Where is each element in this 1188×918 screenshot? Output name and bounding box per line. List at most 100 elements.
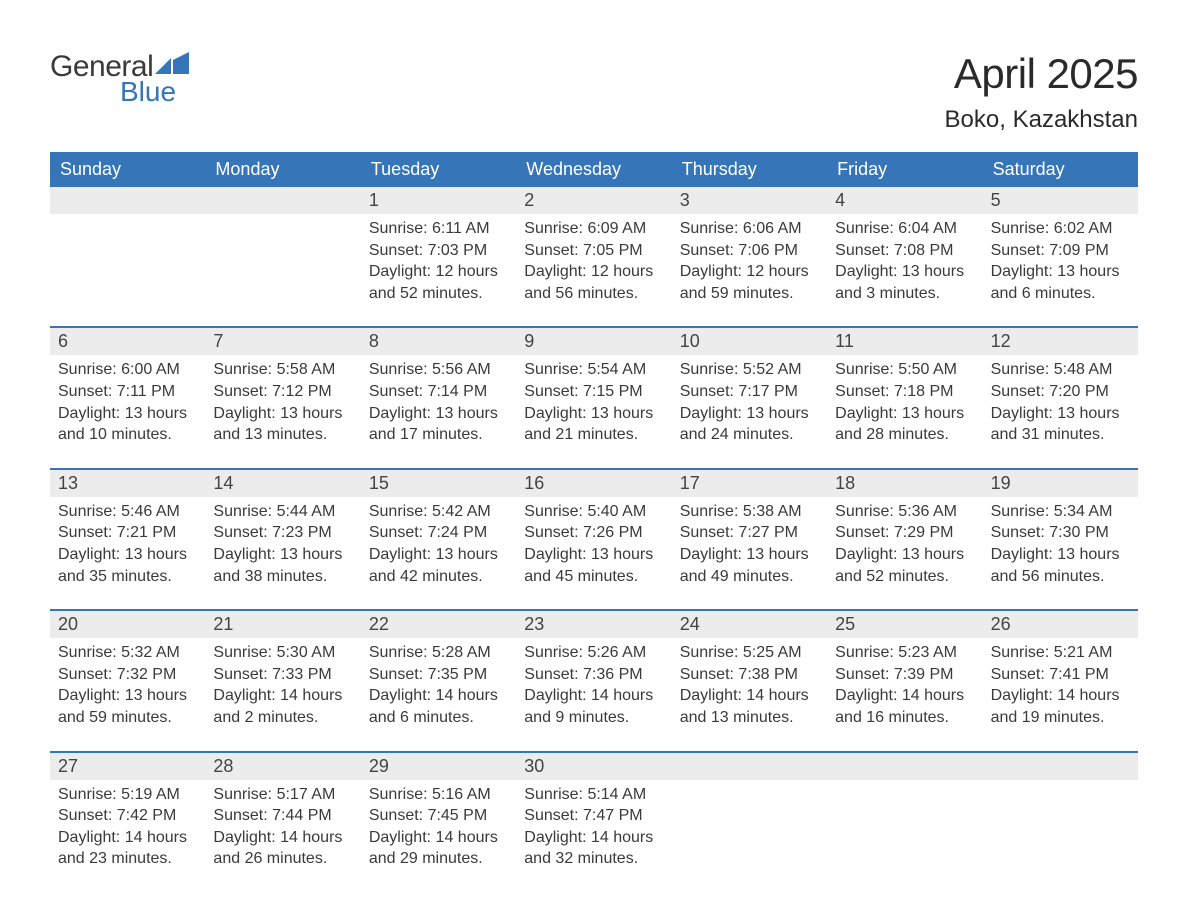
day-number: 2 bbox=[516, 187, 671, 214]
sunset-value: 7:24 PM bbox=[428, 524, 488, 541]
sunrise-value: 5:34 AM bbox=[1054, 503, 1113, 520]
sunrise-line: Sunrise: 5:30 AM bbox=[213, 642, 352, 664]
sunset-line: Sunset: 7:44 PM bbox=[213, 805, 352, 827]
daylight-label: Daylight: bbox=[835, 263, 897, 280]
day-number: 17 bbox=[672, 470, 827, 497]
sunset-line: Sunset: 7:14 PM bbox=[369, 381, 508, 403]
sunrise-value: 5:58 AM bbox=[277, 361, 336, 378]
sunset-value: 7:39 PM bbox=[894, 666, 954, 683]
day-info: Sunrise: 6:02 AMSunset: 7:09 PMDaylight:… bbox=[991, 218, 1130, 304]
sunrise-label: Sunrise: bbox=[835, 644, 894, 661]
daylight-label: Daylight: bbox=[991, 546, 1053, 563]
day-info: Sunrise: 5:26 AMSunset: 7:36 PMDaylight:… bbox=[524, 642, 663, 728]
daylight-line: Daylight: 12 hours and 56 minutes. bbox=[524, 261, 663, 304]
daylight-line: Daylight: 13 hours and 17 minutes. bbox=[369, 403, 508, 446]
day-cell: 2 Sunrise: 6:09 AMSunset: 7:05 PMDaylight… bbox=[516, 187, 671, 316]
sunrise-line: Sunrise: 5:28 AM bbox=[369, 642, 508, 664]
daylight-label: Daylight: bbox=[991, 405, 1053, 422]
sunset-label: Sunset: bbox=[524, 807, 578, 824]
sunset-line: Sunset: 7:05 PM bbox=[524, 240, 663, 262]
sunrise-line: Sunrise: 5:25 AM bbox=[680, 642, 819, 664]
day-cell-empty bbox=[672, 753, 827, 882]
daylight-label: Daylight: bbox=[369, 687, 431, 704]
sunrise-label: Sunrise: bbox=[213, 644, 272, 661]
day-info: Sunrise: 5:17 AMSunset: 7:44 PMDaylight:… bbox=[213, 784, 352, 870]
month-title: April 2025 bbox=[945, 50, 1138, 98]
daylight-line: Daylight: 13 hours and 45 minutes. bbox=[524, 544, 663, 587]
day-number: 16 bbox=[516, 470, 671, 497]
sunrise-value: 5:36 AM bbox=[898, 503, 957, 520]
day-cell: 28Sunrise: 5:17 AMSunset: 7:44 PMDayligh… bbox=[205, 753, 360, 882]
day-cell-empty bbox=[50, 187, 205, 316]
sunset-value: 7:15 PM bbox=[583, 383, 643, 400]
sunrise-label: Sunrise: bbox=[680, 361, 739, 378]
sunrise-value: 6:04 AM bbox=[898, 220, 957, 237]
sunrise-label: Sunrise: bbox=[58, 786, 117, 803]
day-info: Sunrise: 5:34 AM Sunset: 7:30 PM Daylight:… bbox=[991, 501, 1130, 587]
sunrise-value: 5:32 AM bbox=[121, 644, 180, 661]
day-cell: 13Sunrise: 5:46 AMSunset: 7:21 PMDayligh… bbox=[50, 470, 205, 599]
day-cell: 19Sunrise: 5:34 AMSunset: 7:30 PMDayligh… bbox=[983, 470, 1138, 599]
day-cell: 12Sunrise: 5:48 AMSunset: 7:20 PMDayligh… bbox=[983, 328, 1138, 457]
sunset-label: Sunset: bbox=[213, 666, 267, 683]
sunrise-label: Sunrise: bbox=[991, 503, 1050, 520]
sunset-line: Sunset: 7:38 PM bbox=[680, 664, 819, 686]
weekday-header-row: SundayMondayTuesdayWednesdayThursdayFrid… bbox=[50, 152, 1138, 187]
daylight-label: Daylight: bbox=[524, 687, 586, 704]
daylight-line: Daylight: 14 hours and 13 minutes. bbox=[680, 685, 819, 728]
sunset-line: Sunset: 7:15 PM bbox=[524, 381, 663, 403]
sunset-label: Sunset: bbox=[680, 524, 734, 541]
day-info: Sunrise: 6:00 AMSunset: 7:11 PMDaylight:… bbox=[58, 359, 197, 445]
weeks-container: 1Sunrise: 6:11 AMSunset: 7:03 PMDaylight… bbox=[50, 187, 1138, 882]
sunrise-label: Sunrise: bbox=[58, 361, 117, 378]
sunset-line: Sunset: 7:41 PM bbox=[991, 664, 1130, 686]
day-cell-empty bbox=[983, 753, 1138, 882]
day-cell: 30Sunrise: 5:14 AMSunset: 7:47 PMDayligh… bbox=[516, 753, 671, 882]
sunset-line: Sunset: 7:39 PM bbox=[835, 664, 974, 686]
sunrise-line: Sunrise: 5:46 AM bbox=[58, 501, 197, 523]
day-cell: 9Sunrise: 5:54 AMSunset: 7:15 PMDaylight… bbox=[516, 328, 671, 457]
day-cell-empty bbox=[205, 187, 360, 316]
daylight-label: Daylight: bbox=[58, 546, 120, 563]
sunset-line: Sunset: 7:30 PM bbox=[991, 522, 1130, 544]
calendar: SundayMondayTuesdayWednesdayThursdayFrid… bbox=[50, 152, 1138, 882]
day-number: 14 bbox=[205, 470, 360, 497]
sunset-label: Sunset: bbox=[213, 383, 267, 400]
sunrise-label: Sunrise: bbox=[835, 503, 894, 520]
sunrise-line: Sunrise: 6:04 AM bbox=[835, 218, 974, 240]
day-number: 23 bbox=[516, 611, 671, 638]
daylight-line: Daylight: 13 hours and 6 minutes. bbox=[991, 261, 1130, 304]
sunset-value: 7:30 PM bbox=[1049, 524, 1109, 541]
day-info: Sunrise: 5:52 AMSunset: 7:17 PMDaylight:… bbox=[680, 359, 819, 445]
sunrise-value: 5:23 AM bbox=[898, 644, 957, 661]
sunset-value: 7:45 PM bbox=[428, 807, 488, 824]
sunrise-value: 5:52 AM bbox=[743, 361, 802, 378]
day-info: Sunrise: 5:58 AMSunset: 7:12 PMDaylight:… bbox=[213, 359, 352, 445]
sunset-label: Sunset: bbox=[835, 666, 889, 683]
day-number: 30 bbox=[516, 753, 671, 780]
sunset-label: Sunset: bbox=[524, 666, 578, 683]
sunset-line: Sunset: 7:24 PM bbox=[369, 522, 508, 544]
sunrise-label: Sunrise: bbox=[524, 644, 583, 661]
sunset-label: Sunset: bbox=[58, 807, 112, 824]
sunset-line: Sunset: 7:09 PM bbox=[991, 240, 1130, 262]
day-cell: 14Sunrise: 5:44 AMSunset: 7:23 PMDayligh… bbox=[205, 470, 360, 599]
sunset-value: 7:41 PM bbox=[1049, 666, 1109, 683]
weekday-header-cell: Thursday bbox=[672, 152, 827, 187]
day-info: Sunrise: 6:06 AMSunset: 7:06 PMDaylight:… bbox=[680, 218, 819, 304]
daylight-label: Daylight: bbox=[213, 829, 275, 846]
sunrise-line: Sunrise: 6:09 AM bbox=[524, 218, 663, 240]
daylight-label: Daylight: bbox=[991, 263, 1053, 280]
sunset-label: Sunset: bbox=[58, 383, 112, 400]
day-number: 15 bbox=[361, 470, 516, 497]
sunset-value: 7:35 PM bbox=[428, 666, 488, 683]
sunset-label: Sunset: bbox=[835, 383, 889, 400]
sunset-value: 7:44 PM bbox=[272, 807, 332, 824]
sunrise-label: Sunrise: bbox=[991, 361, 1050, 378]
day-number: 11 bbox=[827, 328, 982, 355]
day-number: 12 bbox=[983, 328, 1138, 355]
daylight-line: Daylight: 13 hours and 10 minutes. bbox=[58, 403, 197, 446]
day-cell: 4Sunrise: 6:04 AMSunset: 7:08 PMDaylight… bbox=[827, 187, 982, 316]
sunset-label: Sunset: bbox=[213, 807, 267, 824]
sunset-value: 7:26 PM bbox=[583, 524, 643, 541]
